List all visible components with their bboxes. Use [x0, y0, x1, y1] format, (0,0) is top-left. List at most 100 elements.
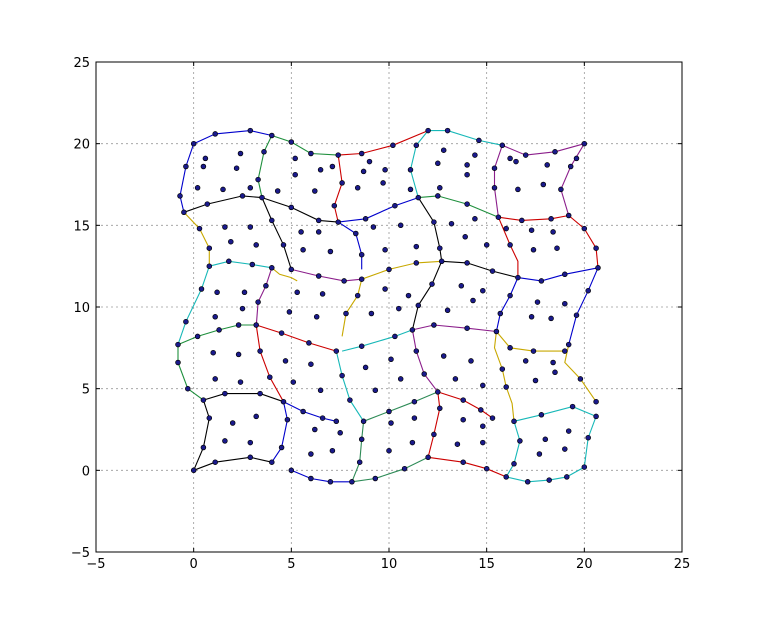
curve-segment — [193, 456, 272, 471]
curve-segment — [183, 195, 263, 213]
data-point — [480, 382, 486, 389]
data-point — [200, 444, 207, 451]
data-point — [546, 477, 552, 483]
curve-segment — [411, 329, 439, 393]
data-point — [288, 467, 295, 474]
data-point — [542, 436, 549, 443]
curve-segment — [271, 401, 288, 463]
data-point — [257, 390, 263, 397]
data-point — [573, 155, 580, 162]
data-point — [228, 238, 234, 245]
x-tick-label: 15 — [478, 557, 495, 572]
y-tick-label: 5 — [82, 383, 90, 398]
data-point — [300, 408, 306, 415]
data-point — [593, 413, 599, 420]
data-point — [194, 333, 201, 340]
curve-segment — [193, 399, 210, 471]
data-point — [476, 137, 482, 144]
data-point — [564, 474, 570, 480]
data-point — [278, 444, 285, 451]
data-point — [460, 397, 466, 403]
curve-segment — [177, 324, 239, 346]
data-point — [396, 305, 402, 312]
curve-segment — [335, 350, 365, 422]
data-point — [491, 165, 498, 171]
data-point — [435, 193, 441, 199]
data-point — [233, 165, 240, 171]
data-point — [335, 152, 341, 158]
data-point — [222, 390, 228, 397]
x-tick-label: 10 — [381, 557, 398, 572]
data-point — [229, 420, 236, 426]
data-point — [407, 167, 414, 173]
data-point — [382, 167, 388, 173]
data-point — [530, 348, 537, 354]
data-point — [483, 465, 490, 472]
data-point — [470, 297, 476, 304]
curve-segment — [291, 268, 362, 282]
data-point — [401, 465, 408, 472]
data-point — [339, 180, 345, 186]
curve-segment — [333, 155, 343, 223]
data-point — [177, 193, 183, 199]
data-point — [437, 185, 443, 191]
y-tick-label: 20 — [73, 138, 90, 153]
data-point — [550, 229, 556, 235]
data-point — [370, 224, 377, 230]
data-point — [354, 292, 361, 299]
data-point — [562, 300, 568, 307]
data-point — [390, 142, 396, 149]
curve-segment — [193, 130, 272, 145]
data-point — [269, 132, 275, 139]
data-point — [292, 171, 298, 178]
data-point — [306, 340, 312, 346]
data-point — [435, 160, 441, 167]
curve-segment — [517, 267, 599, 282]
data-point — [190, 140, 197, 147]
data-point — [517, 438, 523, 444]
data-point — [358, 251, 365, 258]
data-point — [360, 168, 367, 175]
data-point — [440, 147, 447, 153]
data-point — [472, 152, 478, 158]
data-point — [339, 372, 345, 379]
data-point — [540, 181, 547, 188]
data-point — [202, 155, 209, 162]
data-point — [255, 299, 261, 305]
data-point — [552, 149, 558, 155]
data-point — [382, 247, 388, 253]
curve-segment — [564, 344, 597, 403]
curve-segment — [568, 267, 599, 345]
data-point — [347, 397, 353, 403]
data-point — [288, 139, 295, 145]
data-point — [313, 314, 320, 320]
data-point — [460, 459, 466, 465]
data-point — [335, 219, 341, 225]
curve-segment — [409, 130, 429, 198]
data-point — [329, 447, 336, 454]
data-point — [255, 176, 261, 183]
data-point — [331, 202, 338, 209]
x-tick-label: −5 — [86, 557, 105, 572]
data-point — [267, 374, 273, 380]
data-point — [386, 266, 392, 273]
data-point — [315, 217, 322, 224]
data-point — [569, 403, 576, 410]
x-tick-label: 20 — [576, 557, 593, 572]
curve-segment — [493, 145, 503, 218]
data-point — [581, 464, 588, 470]
data-point — [480, 287, 486, 294]
data-point — [585, 434, 591, 441]
data-point — [327, 248, 334, 255]
curve-segment — [560, 143, 585, 216]
data-point — [235, 351, 242, 358]
curve-segment — [338, 197, 419, 223]
data-point — [372, 475, 379, 482]
data-point — [411, 398, 418, 405]
data-point — [581, 225, 588, 232]
data-point — [458, 283, 465, 289]
curve-segment — [495, 331, 565, 352]
x-tick-label: 5 — [287, 557, 295, 572]
